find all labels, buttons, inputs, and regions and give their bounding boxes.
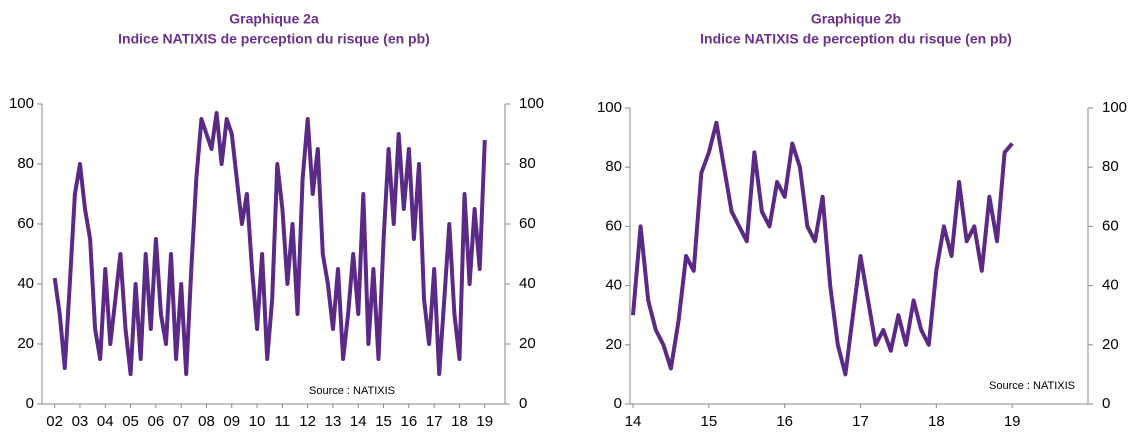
x-tick-label: 14: [625, 413, 642, 430]
y2-tick-label: 60: [519, 215, 536, 232]
y2-tick-label: 80: [519, 155, 536, 172]
y2-tick-label: 40: [1102, 277, 1119, 294]
x-tick-label: 11: [275, 413, 291, 430]
data-line: [631, 120, 1014, 377]
x-tick-label: 19: [1004, 413, 1021, 430]
y-tick-label: 80: [605, 158, 622, 175]
x-tick-label: 19: [476, 413, 493, 430]
x-tick-label: 07: [173, 413, 190, 430]
y-tick-label: 80: [17, 155, 34, 172]
x-tick-label: 02: [46, 413, 63, 430]
source-note: Source : NATIXIS: [309, 385, 395, 397]
source-note: Source : NATIXIS: [989, 380, 1075, 392]
y-tick-label: 20: [605, 336, 622, 353]
x-tick-label: 05: [122, 413, 139, 430]
y2-tick-label: 60: [1102, 217, 1119, 234]
y-tick-label: 0: [614, 395, 622, 412]
x-tick-label: 10: [249, 413, 266, 430]
y-tick-label: 60: [605, 217, 622, 234]
x-tick-label: 14: [350, 413, 367, 430]
x-tick-label: 15: [701, 413, 718, 430]
y2-tick-label: 80: [1102, 158, 1119, 175]
x-tick-label: 18: [451, 413, 468, 430]
y-tick-label: 40: [605, 277, 622, 294]
x-tick-label: 16: [401, 413, 418, 430]
x-tick-label: 04: [97, 413, 114, 430]
x-tick-label: 13: [325, 413, 342, 430]
data-line: [52, 111, 487, 376]
y2-tick-label: 100: [1102, 99, 1127, 116]
x-tick-label: 06: [148, 413, 165, 430]
chart-title: Graphique 2b: [811, 11, 901, 27]
y-tick-label: 40: [17, 275, 34, 292]
y2-tick-label: 40: [519, 275, 536, 292]
y2-tick-label: 0: [519, 395, 527, 412]
y2-tick-label: 100: [519, 95, 544, 112]
y2-tick-label: 0: [1102, 395, 1110, 412]
x-tick-label: 09: [223, 413, 240, 430]
y2-tick-label: 20: [1102, 336, 1119, 353]
y-tick-label: 0: [26, 395, 34, 412]
chart-title: Graphique 2a: [229, 11, 319, 27]
x-tick-label: 08: [198, 413, 215, 430]
chart-subtitle: Indice NATIXIS de perception du risque (…: [118, 31, 430, 47]
x-tick-label: 18: [928, 413, 945, 430]
y-tick-label: 20: [17, 335, 34, 352]
x-tick-label: 16: [776, 413, 793, 430]
y2-tick-label: 20: [519, 335, 536, 352]
y-tick-label: 60: [17, 215, 34, 232]
x-tick-label: 03: [72, 413, 89, 430]
y-tick-label: 100: [597, 99, 622, 116]
x-tick-label: 15: [375, 413, 392, 430]
chart-subtitle: Indice NATIXIS de perception du risque (…: [700, 31, 1012, 47]
x-tick-label: 17: [852, 413, 869, 430]
x-tick-label: 17: [426, 413, 443, 430]
y-tick-label: 100: [9, 95, 34, 112]
x-tick-label: 12: [299, 413, 316, 430]
